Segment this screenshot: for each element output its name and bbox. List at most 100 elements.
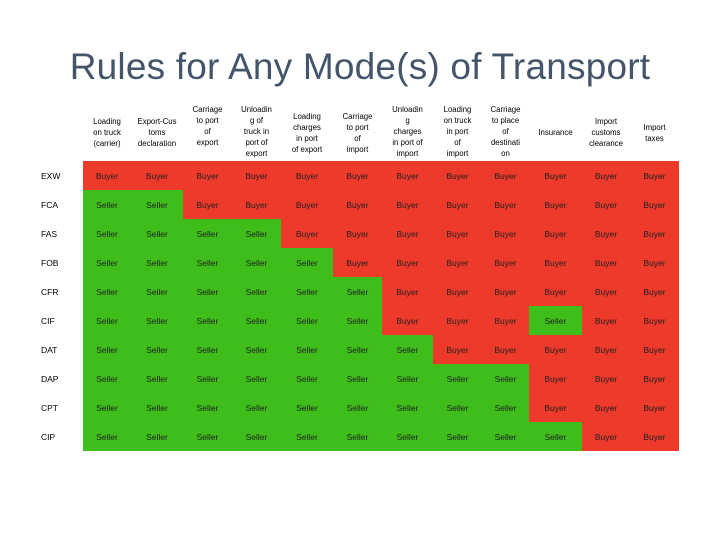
table-row: CPT Seller Seller Seller Seller Seller Seller S…: [35, 393, 685, 422]
column-header: Carriage to place of destinati on: [490, 105, 521, 158]
table-cell: Seller: [83, 364, 131, 393]
table-row: CIF Seller Seller Seller Seller Seller Seller B…: [35, 306, 685, 335]
table-cell: Buyer: [529, 190, 582, 219]
table-cell: Seller: [529, 306, 582, 335]
table-cell: Buyer: [382, 219, 433, 248]
table-cell: Seller: [83, 190, 131, 219]
table-cell: Buyer: [529, 248, 582, 277]
table-cell: Seller: [281, 306, 333, 335]
column-header: Import taxes: [643, 122, 666, 143]
table-cell: Seller: [131, 277, 183, 306]
table-cell: Buyer: [333, 190, 382, 219]
table-cell: Buyer: [482, 277, 529, 306]
table-cell: Buyer: [529, 219, 582, 248]
table-cell: Buyer: [433, 277, 482, 306]
column-header: Insurance: [538, 128, 573, 137]
table-cell: Seller: [83, 422, 131, 451]
table-cell: Seller: [83, 219, 131, 248]
table-cell: Seller: [83, 393, 131, 422]
table-cell: Buyer: [630, 161, 679, 190]
table-cell: Seller: [482, 364, 529, 393]
table-cell: Seller: [433, 422, 482, 451]
table-cell: Buyer: [183, 190, 232, 219]
table-cell: Buyer: [630, 422, 679, 451]
table-cell: Seller: [333, 335, 382, 364]
column-header: Unloadin g of truck in port of export: [241, 105, 272, 158]
table-cell: Seller: [529, 422, 582, 451]
table-cell: Buyer: [630, 190, 679, 219]
page-title: Rules for Any Mode(s) of Transport: [69, 46, 651, 87]
table-row: DAP Seller Seller Seller Seller Seller Seller S…: [35, 364, 685, 393]
table-cell: Buyer: [183, 161, 232, 190]
table-cell: Buyer: [482, 248, 529, 277]
column-header: Loading charges in port of export: [291, 111, 323, 154]
table-cell: Seller: [131, 248, 183, 277]
row-label: CPT: [35, 393, 83, 422]
row-label: FCA: [35, 190, 83, 219]
table-cell: Seller: [183, 393, 232, 422]
table-cell: Buyer: [382, 161, 433, 190]
table-cell: Seller: [183, 306, 232, 335]
table-cell: Buyer: [333, 161, 382, 190]
table-cell: Buyer: [630, 335, 679, 364]
table-cell: Seller: [183, 277, 232, 306]
table-cell: Buyer: [482, 190, 529, 219]
table-cell: Buyer: [382, 248, 433, 277]
table-cell: Seller: [281, 335, 333, 364]
table-row: FOB Seller Seller Seller Seller Seller Buyer Bu…: [35, 248, 685, 277]
table-cell: Seller: [281, 248, 333, 277]
table-cell: Buyer: [232, 161, 281, 190]
table-cell: Seller: [333, 364, 382, 393]
table-cell: Seller: [83, 248, 131, 277]
table-cell: Buyer: [529, 393, 582, 422]
column-header: Import customs clearance: [589, 117, 623, 148]
table-cell: Buyer: [83, 161, 131, 190]
table-cell: Buyer: [582, 219, 630, 248]
table-cell: Buyer: [382, 190, 433, 219]
column-header: Carriage to port of export: [192, 105, 223, 147]
table-cell: Seller: [131, 190, 183, 219]
table-cell: Seller: [333, 393, 382, 422]
table-cell: Buyer: [433, 219, 482, 248]
row-label: FOB: [35, 248, 83, 277]
table-cell: Seller: [131, 422, 183, 451]
table-cell: Seller: [131, 364, 183, 393]
header-corner: [35, 104, 83, 161]
table-cell: Buyer: [281, 161, 333, 190]
table-cell: Seller: [281, 393, 333, 422]
table-cell: Buyer: [630, 219, 679, 248]
table-cell: Buyer: [281, 190, 333, 219]
table-cell: Seller: [131, 219, 183, 248]
table-cell: Buyer: [529, 277, 582, 306]
table-cell: Buyer: [582, 422, 630, 451]
table-cell: Buyer: [630, 248, 679, 277]
table-cell: Buyer: [582, 335, 630, 364]
table-cell: Seller: [183, 364, 232, 393]
table-cell: Buyer: [582, 364, 630, 393]
column-header: Carriage to port of import: [342, 111, 373, 154]
table-cell: Seller: [482, 422, 529, 451]
table-cell: Seller: [232, 248, 281, 277]
table-cell: Buyer: [529, 161, 582, 190]
column-header: Unloadin g charges in port of import: [392, 105, 423, 158]
table-cell: Buyer: [482, 161, 529, 190]
table-body: EXW Buyer Buyer Buyer Buyer Buyer Buyer Buyer Bu…: [35, 161, 685, 451]
table-cell: Seller: [382, 393, 433, 422]
table-cell: Buyer: [281, 219, 333, 248]
table-cell: Seller: [183, 248, 232, 277]
table-cell: Seller: [382, 364, 433, 393]
table-row: CIP Seller Seller Seller Seller Seller Seller S…: [35, 422, 685, 451]
row-label: DAT: [35, 335, 83, 364]
table-row: CFR Seller Seller Seller Seller Seller Seller B…: [35, 277, 685, 306]
table-cell: Seller: [232, 364, 281, 393]
table-cell: Buyer: [433, 248, 482, 277]
table-cell: Seller: [183, 422, 232, 451]
table-cell: Seller: [183, 335, 232, 364]
table-cell: Buyer: [382, 306, 433, 335]
table-cell: Buyer: [582, 190, 630, 219]
column-header: Export-Cus toms declaration: [137, 117, 177, 148]
table-cell: Buyer: [433, 335, 482, 364]
table-cell: Buyer: [630, 364, 679, 393]
table-cell: Seller: [382, 422, 433, 451]
table-cell: Seller: [281, 277, 333, 306]
